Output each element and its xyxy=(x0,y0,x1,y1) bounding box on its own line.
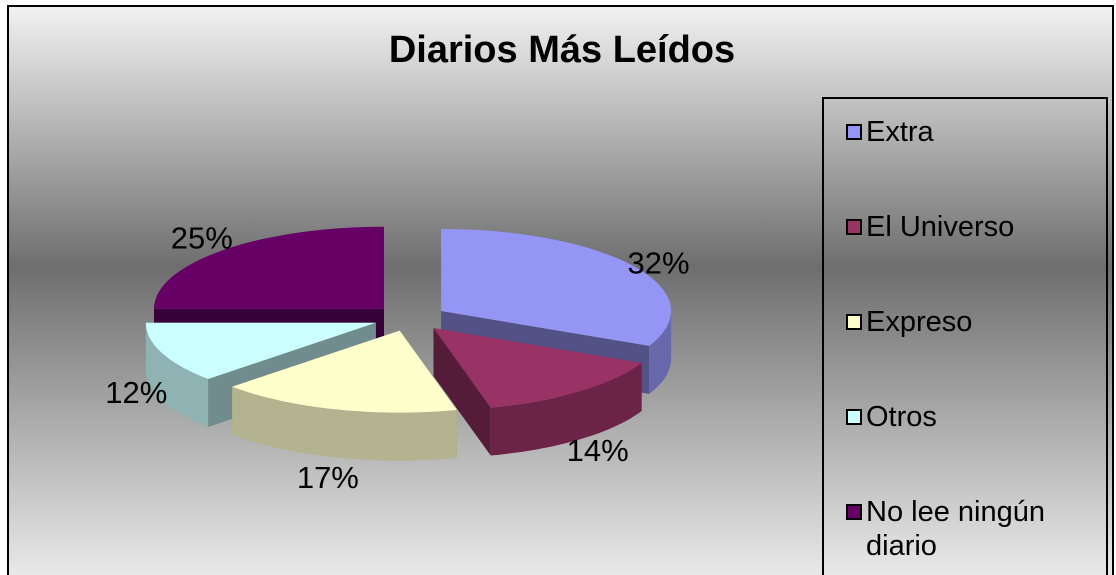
slice-wall xyxy=(490,363,642,456)
data-label: 32% xyxy=(628,245,690,280)
legend-swatch xyxy=(846,219,862,235)
slice-wall xyxy=(649,311,672,394)
slice xyxy=(154,226,384,309)
data-label: 14% xyxy=(567,433,629,468)
chart-title: Diarios Más Leídos xyxy=(389,29,735,71)
slice xyxy=(145,322,376,379)
legend-label: Expreso xyxy=(866,306,973,338)
slice-wall xyxy=(145,322,209,427)
slice xyxy=(232,330,457,413)
legend-label: Extra xyxy=(866,116,934,148)
legend-label: Otros xyxy=(866,401,937,433)
legend-item: El Universo xyxy=(846,210,1096,244)
slice-side xyxy=(433,328,491,456)
legend-label: No lee ningún diario xyxy=(866,496,1045,562)
legend-swatch xyxy=(846,409,862,425)
data-label: 17% xyxy=(297,460,359,495)
legend-item: Otros xyxy=(846,400,1096,434)
legend-item: No lee ningún diario xyxy=(846,495,1096,563)
data-label: 25% xyxy=(171,221,233,256)
legend-swatch xyxy=(846,124,862,140)
slice xyxy=(441,229,672,346)
data-label: 12% xyxy=(105,375,167,410)
legend-swatch xyxy=(846,314,862,330)
legend-swatch xyxy=(846,504,862,520)
legend-item: Expreso xyxy=(846,305,1096,339)
legend-item: Extra xyxy=(846,115,1096,149)
slice xyxy=(433,328,642,408)
legend: Extra El Universo Expreso Otros No lee ningú… xyxy=(822,97,1108,575)
legend-label: El Universo xyxy=(866,211,1015,243)
slice-wall xyxy=(232,386,457,461)
